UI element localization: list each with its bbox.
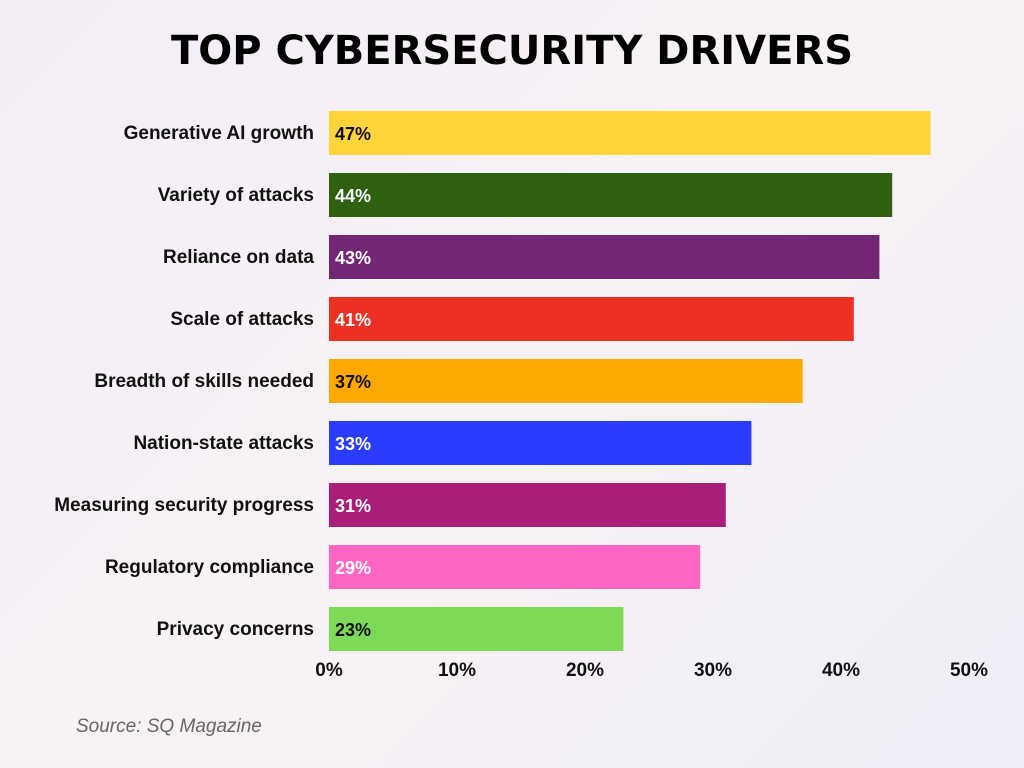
- bars-group: Generative AI growth 47% Variety of attack…: [54, 111, 931, 651]
- source-note: Source: SQ Magazine: [76, 716, 262, 737]
- chart-title: TOP CYBERSECURITY DRIVERS: [171, 28, 853, 74]
- bar: [329, 483, 726, 527]
- bar: [329, 421, 752, 465]
- value-label: 47%: [335, 124, 371, 144]
- bar: [329, 359, 803, 403]
- value-label: 44%: [335, 186, 371, 206]
- bar-row: Reliance on data 43%: [163, 235, 880, 279]
- bar: [329, 545, 701, 589]
- value-label: 23%: [335, 620, 371, 640]
- bar: [329, 173, 893, 217]
- bar: [329, 607, 624, 651]
- x-tick-label: 20%: [566, 660, 604, 681]
- bar-row: Privacy concerns 23%: [157, 607, 624, 651]
- category-label: Generative AI growth: [124, 123, 314, 144]
- x-tick-label: 40%: [822, 660, 860, 681]
- x-tick-label: 10%: [438, 660, 476, 681]
- category-label: Scale of attacks: [170, 309, 314, 330]
- bar-row: Nation-state attacks 33%: [133, 421, 752, 465]
- x-tick-label: 0%: [315, 660, 343, 681]
- value-label: 29%: [335, 558, 371, 578]
- bar-row: Breadth of skills needed 37%: [94, 359, 803, 403]
- x-axis: 0% 10% 20% 30% 40% 50%: [315, 660, 988, 681]
- value-label: 37%: [335, 372, 371, 392]
- value-label: 43%: [335, 248, 371, 268]
- category-label: Nation-state attacks: [133, 433, 314, 454]
- bar-row: Scale of attacks 41%: [170, 297, 854, 341]
- category-label: Breadth of skills needed: [94, 371, 314, 392]
- category-label: Measuring security progress: [54, 495, 314, 516]
- bar: [329, 297, 854, 341]
- bar: [329, 235, 880, 279]
- category-label: Reliance on data: [163, 247, 314, 268]
- bar: [329, 111, 931, 155]
- bar-row: Regulatory compliance 29%: [105, 545, 701, 589]
- x-tick-label: 30%: [694, 660, 732, 681]
- value-label: 41%: [335, 310, 371, 330]
- bar-row: Variety of attacks 44%: [158, 173, 893, 217]
- x-tick-label: 50%: [950, 660, 988, 681]
- category-label: Privacy concerns: [157, 619, 314, 640]
- category-label: Variety of attacks: [158, 185, 314, 206]
- bar-row: Measuring security progress 31%: [54, 483, 726, 527]
- value-label: 33%: [335, 434, 371, 454]
- category-label: Regulatory compliance: [105, 557, 314, 578]
- bar-row: Generative AI growth 47%: [124, 111, 931, 155]
- value-label: 31%: [335, 496, 371, 516]
